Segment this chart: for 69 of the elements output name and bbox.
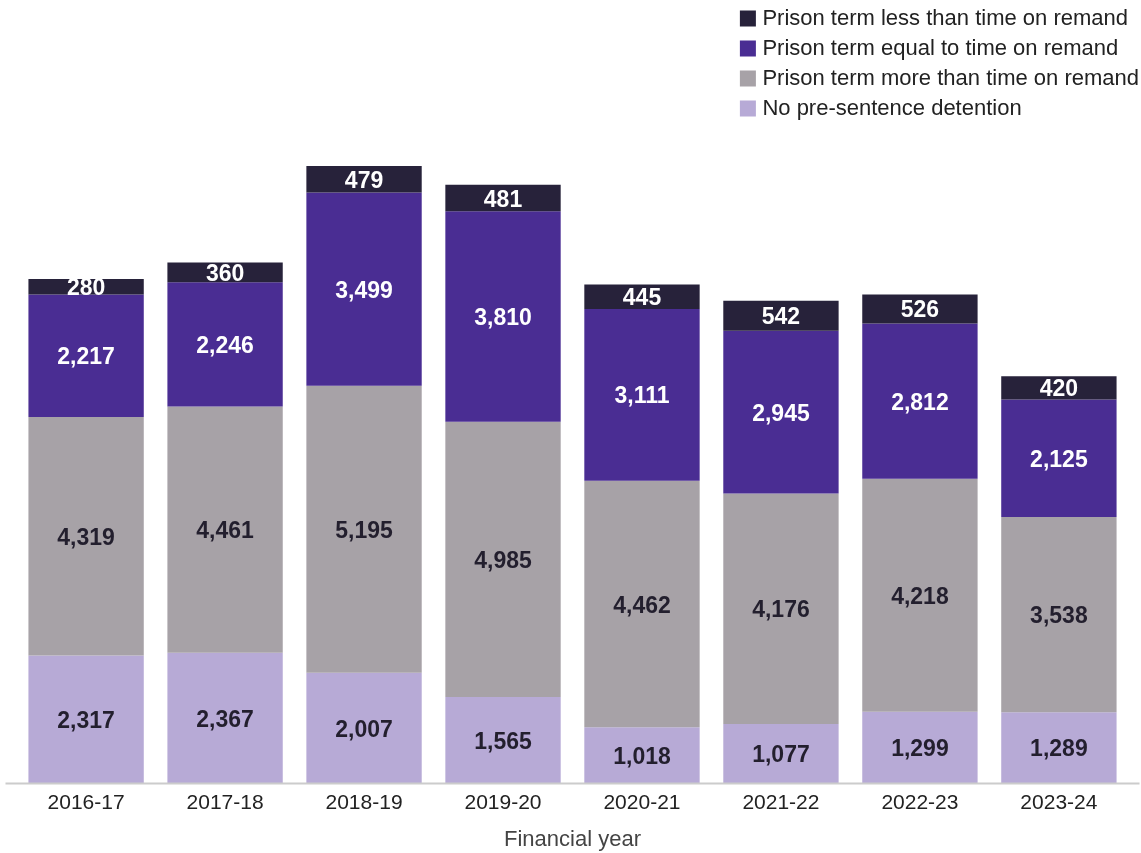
bar <box>28 655 144 784</box>
bar <box>445 697 561 784</box>
data-label: 542 <box>761 303 801 330</box>
data-label: 2,945 <box>752 399 810 426</box>
bar <box>862 323 978 479</box>
bar <box>167 406 283 653</box>
bar <box>306 385 422 673</box>
legend-label: Prison term less than time on remand <box>762 5 1128 31</box>
legend-label: Prison term more than time on remand <box>762 65 1139 91</box>
data-label: 445 <box>622 284 662 311</box>
bar <box>28 417 144 656</box>
data-label: 280 <box>66 274 106 301</box>
bar <box>584 480 700 728</box>
data-label: 3,538 <box>1030 602 1088 629</box>
data-label: 2,217 <box>57 343 115 370</box>
x-tick-label: 2020-21 <box>603 789 681 813</box>
data-label: 360 <box>205 259 245 286</box>
bar <box>1001 516 1117 713</box>
data-label: 3,810 <box>474 304 532 331</box>
bar <box>306 192 422 386</box>
data-label: 479 <box>344 166 384 193</box>
bar <box>445 421 561 698</box>
data-label: 5,195 <box>335 516 394 543</box>
bar <box>28 294 144 417</box>
data-label: 4,218 <box>891 582 949 609</box>
data-label: 4,176 <box>752 596 810 623</box>
data-label: 2,007 <box>335 715 393 742</box>
data-label: 4,461 <box>196 517 255 544</box>
data-label: 3,499 <box>335 276 393 303</box>
data-label: 1,018 <box>613 742 671 769</box>
bar <box>584 309 700 481</box>
bar <box>723 330 839 494</box>
bar <box>1001 399 1117 517</box>
data-label: 1,299 <box>891 735 949 762</box>
data-label: 2,125 <box>1030 445 1088 472</box>
x-tick-label: 2019-20 <box>464 789 542 813</box>
x-tick-label: 2021-22 <box>742 789 820 813</box>
data-label: 481 <box>483 185 523 212</box>
data-label: 2,317 <box>57 707 115 734</box>
x-tick-label: 2017-18 <box>186 789 264 813</box>
data-label: 2,367 <box>196 705 254 732</box>
data-label: 4,985 <box>474 546 532 573</box>
bar <box>306 672 422 784</box>
bar <box>167 282 283 407</box>
bar <box>445 211 561 422</box>
bar <box>584 727 700 784</box>
bar <box>862 478 978 712</box>
data-label: 1,565 <box>474 727 532 754</box>
x-tick-label: 2023-24 <box>1020 789 1098 813</box>
x-tick-label: 2018-19 <box>325 789 403 813</box>
data-label: 1,289 <box>1030 735 1088 762</box>
x-tick-label: 2016-17 <box>47 789 125 813</box>
legend-label: No pre-sentence detention <box>762 95 1022 121</box>
data-label: 4,462 <box>613 591 671 618</box>
x-tick-label: 2022-23 <box>881 789 959 813</box>
bar <box>862 711 978 784</box>
data-label: 3,111 <box>614 382 670 409</box>
bar <box>167 652 283 784</box>
data-label: 2,246 <box>196 331 254 358</box>
data-label: 526 <box>900 296 940 323</box>
data-label: 420 <box>1039 375 1079 402</box>
bar <box>1001 712 1117 784</box>
data-label: 4,319 <box>57 523 115 550</box>
bar <box>723 724 839 784</box>
x-axis-title: Financial year <box>504 825 641 851</box>
legend-label: Prison term equal to time on remand <box>762 35 1119 61</box>
bar <box>723 493 839 725</box>
data-label: 1,077 <box>752 741 810 768</box>
data-label: 2,812 <box>891 388 949 415</box>
